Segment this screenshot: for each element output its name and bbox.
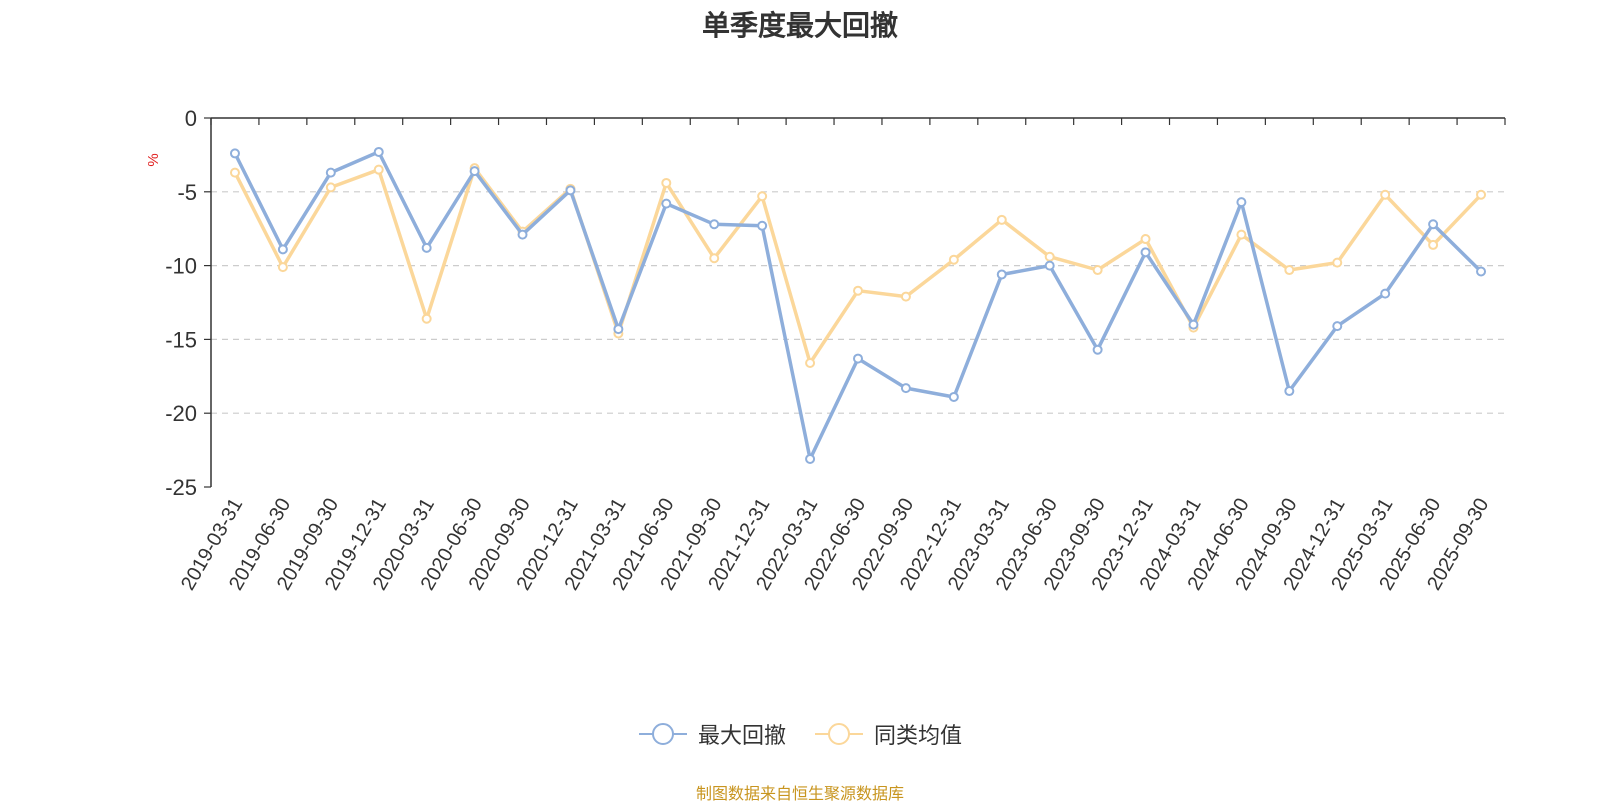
data-point [1140,247,1151,258]
data-point [1092,344,1103,355]
data-point [1380,189,1391,200]
data-point [900,291,911,302]
data-point [229,167,240,178]
legend-symbol [638,723,687,745]
data-point [1476,266,1487,277]
data-point [805,358,816,369]
data-point [1428,219,1439,230]
legend-marker [651,723,674,745]
data-point [277,244,288,255]
data-point [1140,234,1151,245]
chart-title: 单季度最大回撤 [701,9,898,42]
data-point [853,353,863,364]
data-point [1284,386,1295,397]
data-point [661,198,672,209]
data-point [853,285,863,296]
series-layer [229,146,1487,464]
data-point [1284,265,1295,276]
data-point [1380,288,1391,299]
legend-label: 同类均值 [874,724,963,749]
data-point [277,262,288,273]
legend: 最大回撤 同类均值 [0,718,1600,750]
data-point [996,269,1007,280]
series-2 [229,163,1487,369]
data-point [421,242,432,253]
data-point [1428,239,1439,250]
data-point [469,166,480,177]
data-point [805,453,816,464]
data-point [325,182,336,193]
data-point [1044,251,1055,262]
legend-symbol [815,723,863,745]
data-point [948,254,959,265]
y-tick-label: -25 [165,475,197,500]
data-point [1236,229,1247,240]
axes: 0-5-10-15-20-252019-03-312019-06-302019-… [165,106,1506,594]
data-point [709,219,720,230]
series-1 [229,146,1487,464]
data-point [1476,189,1487,200]
legend-item[interactable]: 同类均值 [814,718,962,750]
data-point [613,324,624,335]
data-point [996,214,1007,225]
data-point [757,220,768,231]
data-point [757,191,768,202]
data-point [517,229,528,240]
y-tick-label: 0 [185,106,197,131]
data-point [373,146,384,157]
source-note: 制图数据来自恒生聚源数据库 [695,784,904,803]
data-point [373,164,384,175]
legend-marker [828,723,850,745]
data-point [948,391,959,402]
data-point [709,253,720,264]
data-point [900,383,911,394]
y-axis-label: % [145,153,162,166]
data-point [421,313,432,324]
data-point [1188,319,1199,330]
grid-lines [211,191,1505,414]
legend-label: 最大回撤 [697,724,786,749]
legend-item[interactable]: 最大回撤 [638,718,786,750]
data-point [661,177,672,188]
y-tick-label: -10 [165,254,197,279]
data-point [1044,260,1055,271]
data-point [325,167,336,178]
data-point [565,185,576,196]
data-point [229,148,240,159]
data-point [1236,197,1247,208]
data-point [1332,257,1343,268]
data-point [1092,265,1103,276]
y-tick-label: -5 [177,180,197,205]
line-chart: 0-5-10-15-20-252019-03-312019-06-302019-… [145,106,1506,594]
y-tick-label: -15 [165,327,197,352]
data-point [1332,321,1343,332]
y-tick-label: -20 [165,401,197,426]
